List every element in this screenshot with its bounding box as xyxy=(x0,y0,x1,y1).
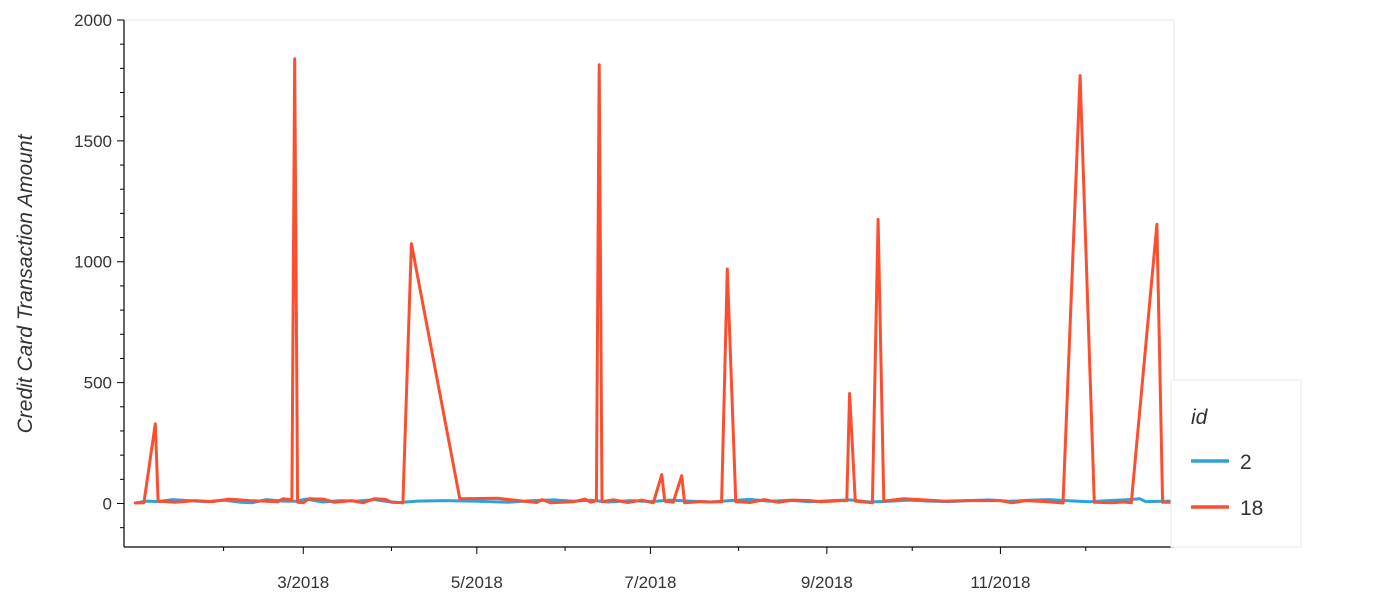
x-tick-label: 3/2018 xyxy=(277,573,329,592)
plot-frame xyxy=(123,19,1175,548)
y-tick-label: 1500 xyxy=(74,132,112,151)
legend-label-18: 18 xyxy=(1240,497,1263,520)
legend-items: 2 18 xyxy=(1191,451,1263,520)
y-tick-label: 2000 xyxy=(74,11,112,30)
x-tick-label: 5/2018 xyxy=(451,573,503,592)
legend-title: id xyxy=(1191,406,1209,429)
x-axis-ticks: 3/2018 5/2018 7/2018 9/2018 11/2018 xyxy=(223,547,1087,592)
y-tick-label: 1000 xyxy=(74,253,112,272)
series-layer xyxy=(133,57,1173,505)
y-tick-label: 0 xyxy=(103,494,112,513)
legend-box xyxy=(1170,379,1302,548)
legend-label-2: 2 xyxy=(1240,451,1252,474)
x-tick-label: 9/2018 xyxy=(801,573,853,592)
series-line-18 xyxy=(133,57,1173,505)
y-axis-ticks: 0 500 1000 1500 2000 xyxy=(74,11,124,529)
y-tick-label: 500 xyxy=(84,374,112,393)
x-tick-label: 7/2018 xyxy=(624,573,676,592)
x-tick-label: 11/2018 xyxy=(970,573,1030,592)
y-axis-title: Credit Card Transaction Amount xyxy=(14,133,37,433)
